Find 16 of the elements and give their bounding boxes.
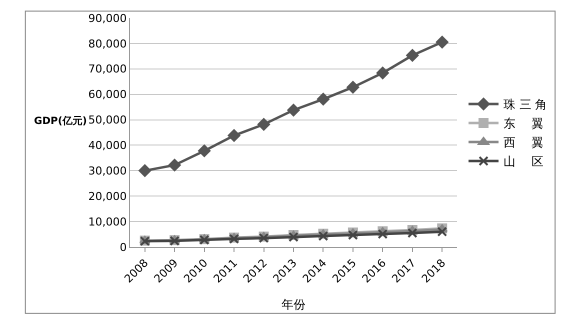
y-tick-label: 80,000	[88, 37, 127, 50]
legend-label: 山 区	[504, 154, 544, 169]
y-tick-label: 90,000	[88, 12, 127, 25]
y-tick-label: 20,000	[88, 190, 127, 203]
legend-label: 西 翼	[504, 136, 544, 150]
legend-label: 珠 三 角	[504, 98, 548, 112]
y-tick-label: 50,000	[88, 114, 127, 127]
y-tick-label: 40,000	[88, 139, 127, 152]
y-tick-label: 30,000	[88, 164, 127, 178]
y-tick-label: 0	[120, 240, 127, 254]
y-tick-label: 10,000	[88, 215, 127, 228]
y-tick-label: 60,000	[88, 88, 127, 102]
legend-label: 东 翼	[504, 116, 544, 131]
x-axis-title: 年份	[282, 297, 306, 312]
y-axis-title: GDP(亿元)	[34, 115, 87, 127]
y-tick-label: 70,000	[88, 62, 127, 76]
